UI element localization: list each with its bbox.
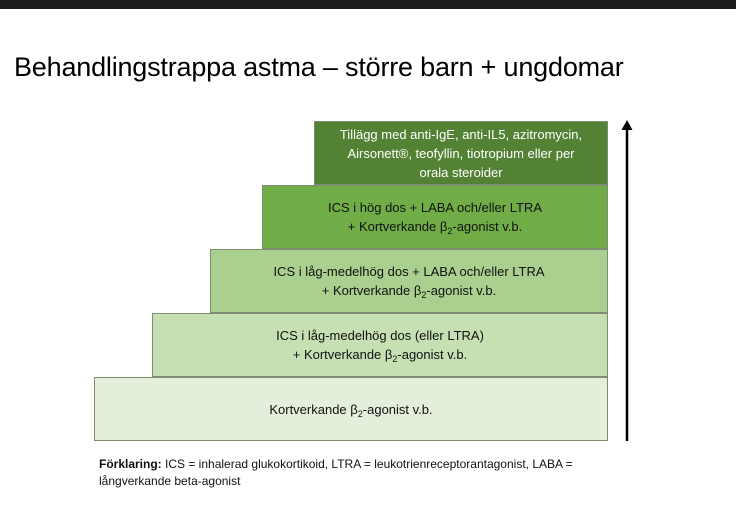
slide-title: Behandlingstrappa astma – större barn + … <box>14 52 624 82</box>
top-bar <box>0 0 736 9</box>
step-4-line-2: + Kortverkande β2-agonist v.b. <box>347 219 523 236</box>
step-5-line-3: orala steroider <box>419 164 503 180</box>
step-2-line-1: ICS i låg-medelhög dos (eller LTRA) <box>276 328 484 343</box>
arrow-up-icon <box>621 120 633 441</box>
step-1-text: Kortverkande β2-agonist v.b. <box>269 401 433 419</box>
legend: Förklaring: ICS = inhalerad glukokortiko… <box>99 456 619 490</box>
legend-text: ICS = inhalerad glukokortikoid, LTRA = l… <box>99 457 573 488</box>
step-5-line-2: Airsonett®, teofyllin, tiotropium eller … <box>347 145 575 161</box>
step-3: ICS i låg-medelhög dos + LABA och/eller … <box>210 249 608 313</box>
step-4-line-1: ICS i hög dos + LABA och/eller LTRA <box>327 200 542 215</box>
step-3-line-2: + Kortverkande β2-agonist v.b. <box>321 283 497 300</box>
step-3-line-1: ICS i låg-medelhög dos + LABA och/eller … <box>273 264 545 279</box>
step-5-line-1: Tillägg med anti-IgE, anti-IL5, azitromy… <box>339 126 583 142</box>
step-2-line-2: + Kortverkande β2-agonist v.b. <box>292 347 468 364</box>
step-5: Tillägg med anti-IgE, anti-IL5, azitromy… <box>314 121 608 185</box>
step-4: ICS i hög dos + LABA och/eller LTRA + Ko… <box>262 185 608 249</box>
legend-label: Förklaring: <box>99 457 162 471</box>
step-2: ICS i låg-medelhög dos (eller LTRA) + Ko… <box>152 313 608 377</box>
step-1: Kortverkande β2-agonist v.b. <box>94 377 608 441</box>
